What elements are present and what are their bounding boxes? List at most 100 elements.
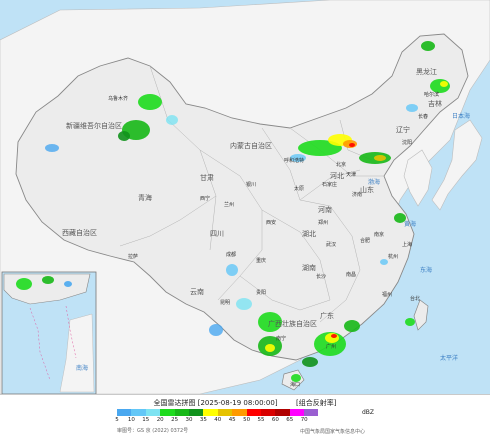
city-label: 长沙: [316, 273, 326, 280]
region-label: 四川: [210, 230, 224, 238]
city-label: 太原: [294, 185, 304, 192]
legend-title: 全国雷达拼图 [2025-08-19 08:00:00] [组合反射率]: [0, 398, 490, 408]
legend-tick-label: 30: [185, 417, 193, 423]
legend-ticks: 5 10 15 20 25 30 35 40 45 50 55 60 65 70: [110, 417, 390, 425]
approval-number: 审图号：GS 京 (2022) 0372号: [117, 428, 189, 434]
legend-swatch: [174, 409, 189, 416]
legend-swatches: [117, 409, 319, 416]
legend-tick-label: 50: [243, 417, 251, 423]
korea-land: [403, 149, 433, 207]
city-label: 广州: [326, 343, 336, 350]
city-label: 兰州: [224, 201, 234, 208]
city-label: 天津: [346, 171, 356, 178]
japan-land: [431, 119, 483, 211]
echo-northwest: [45, 94, 178, 152]
city-label: 银川: [246, 181, 256, 188]
city-label: 西安: [266, 219, 276, 226]
china-outline: [15, 33, 469, 361]
region-label: 河北: [330, 172, 344, 180]
city-label: 成都: [226, 251, 236, 258]
city-labels: 乌鲁木齐 拉萨 西宁 兰州 银川 呼和浩特 北京 天津 石家庄 太原 济南 郑州…: [108, 91, 439, 388]
city-label: 武汉: [326, 241, 336, 248]
sea-label: 黄海: [404, 220, 416, 228]
city-label: 哈尔滨: [424, 91, 439, 98]
legend-tick-label: 5: [115, 417, 119, 423]
legend-swatch: [246, 409, 261, 416]
data-source: 中国气象局国家气象信息中心: [300, 429, 366, 435]
city-label: 长春: [418, 113, 428, 120]
sea-label: 日本海: [452, 112, 470, 120]
legend-bar: 全国雷达拼图 [2025-08-19 08:00:00] [组合反射率] 5 10…: [0, 394, 490, 440]
region-label: 青海: [138, 193, 152, 202]
region-label: 黑龙江: [416, 67, 437, 76]
city-label: 沈阳: [402, 139, 412, 146]
legend-tick-label: 35: [199, 417, 207, 423]
city-label: 贵阳: [256, 289, 266, 296]
city-label: 昆明: [220, 300, 230, 306]
region-labels: 新疆维吾尔自治区 西藏自治区 青海 内蒙古自治区 甘肃 四川 云南 广西壮族自治…: [62, 67, 442, 328]
region-label: 西藏自治区: [62, 228, 97, 237]
legend-swatch: [145, 409, 161, 416]
sea-label: 南海: [76, 364, 88, 372]
region-label: 云南: [190, 287, 204, 296]
region-label: 新疆维吾尔自治区: [66, 121, 122, 130]
sea-label: 东海: [420, 266, 432, 274]
legend-tick-label: 65: [286, 417, 294, 423]
legend-tick-label: 25: [171, 417, 179, 423]
region-label: 吉林: [428, 99, 442, 108]
echo-southwest: [209, 264, 282, 356]
legend-swatch: [188, 409, 204, 416]
city-label: 拉萨: [128, 253, 138, 260]
legend-swatch: [275, 409, 290, 416]
city-label: 郑州: [318, 219, 328, 226]
city-label: 合肥: [360, 237, 370, 244]
legend-tick-label: 60: [271, 417, 279, 423]
sea-labels: 渤海 黄海 东海 南海 日本海 太平洋: [76, 112, 470, 372]
city-label: 乌鲁木齐: [108, 95, 128, 102]
echo-northeast: [406, 41, 450, 112]
legend-swatch: [117, 409, 132, 416]
region-label: 湖南: [302, 263, 316, 272]
legend-tick-label: 20: [156, 417, 164, 423]
region-label: 湖北: [302, 229, 316, 238]
legend-swatch: [232, 409, 247, 416]
city-label: 南京: [374, 231, 384, 238]
legend-swatch: [203, 409, 218, 416]
legend-swatch: [217, 409, 233, 416]
legend-swatch: [160, 409, 175, 416]
legend-swatch: [260, 409, 276, 416]
city-label: 海口: [290, 381, 300, 388]
city-label: 呼和浩特: [284, 157, 304, 164]
city-label: 台北: [410, 295, 420, 302]
legend-swatch: [304, 409, 319, 416]
region-label: 山东: [360, 185, 374, 194]
legend-tick-label: 45: [228, 417, 236, 423]
region-label: 广西壮族自治区: [268, 319, 317, 328]
echo-east: [380, 213, 415, 326]
legend-unit: dBZ: [362, 409, 375, 416]
city-label: 西宁: [200, 195, 210, 202]
city-label: 杭州: [388, 253, 398, 260]
radar-echoes: [45, 41, 450, 382]
echo-south: [291, 320, 360, 382]
taiwan-island: [413, 299, 429, 331]
sea-label: 渤海: [368, 178, 380, 186]
legend-tick-label: 15: [142, 417, 150, 423]
legend-tick-label: 40: [214, 417, 222, 423]
region-label: 甘肃: [200, 173, 214, 182]
city-label: 北京: [336, 161, 346, 168]
region-label: 辽宁: [396, 125, 410, 134]
city-label: 福州: [382, 291, 392, 298]
legend-swatch: [131, 409, 146, 416]
city-label: 南昌: [346, 271, 356, 278]
legend-tick-label: 10: [127, 417, 135, 423]
city-label: 石家庄: [322, 181, 337, 188]
map-title: 全国雷达拼图 [2025-08-19 08:00:00]: [153, 399, 278, 407]
echo-north: [290, 134, 391, 164]
legend-tick-label: 70: [300, 417, 308, 423]
city-label: 南宁: [276, 335, 286, 342]
region-label: 内蒙古自治区: [230, 141, 272, 150]
city-label: 重庆: [256, 257, 266, 264]
sea-label: 太平洋: [440, 354, 458, 362]
